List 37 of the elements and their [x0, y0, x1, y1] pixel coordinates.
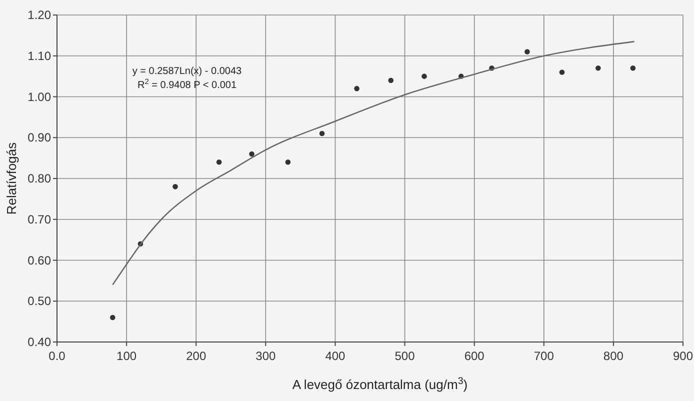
x-tick-label: 0.0: [48, 349, 66, 363]
line-series: [112, 40, 635, 286]
point: [388, 78, 394, 84]
point: [172, 184, 178, 190]
x-tick-label: 500: [394, 349, 416, 363]
point: [354, 86, 360, 92]
point: [559, 70, 565, 75]
point: [422, 74, 427, 79]
y-tick-label: 1.00: [28, 90, 52, 104]
x-tick-label: 600: [464, 349, 485, 363]
point: [630, 65, 636, 71]
y-tick-label: 1.10: [28, 48, 52, 63]
y-tick-label: 0.80: [28, 172, 52, 186]
x-tick-label: 400: [325, 349, 346, 363]
annotation: R$^{2}$ = 0.9408 P < 0.001: [137, 76, 237, 91]
y-tick-label: 0.40: [28, 335, 52, 349]
point: [216, 160, 222, 165]
x-tick-label: 100: [116, 349, 137, 363]
point: [285, 160, 291, 165]
x-axis-title: A levegő ózontartalma (ug/m$^{3}$): [292, 376, 468, 392]
y-tick-label: 0.50: [28, 294, 52, 308]
y-tick-label: 0.70: [28, 212, 52, 226]
y-tick-label: 1.20: [28, 8, 52, 22]
y-axis-title: Relatívfogás: [4, 142, 19, 215]
point: [595, 65, 601, 71]
x-tick-label: 800: [603, 349, 624, 363]
annotation: y = 0.2587Ln(x) - 0.0043: [132, 66, 242, 77]
y-tick-label: 0.90: [28, 130, 52, 145]
x-tick-label: 200: [186, 349, 206, 363]
y-tick-label: 0.60: [28, 253, 52, 268]
point: [249, 151, 254, 157]
point: [110, 314, 116, 320]
point: [319, 130, 325, 136]
x-tick-label: 900: [672, 349, 694, 363]
point: [524, 49, 530, 54]
x-tick-label: 300: [256, 349, 276, 363]
x-tick-label: 700: [534, 349, 554, 363]
